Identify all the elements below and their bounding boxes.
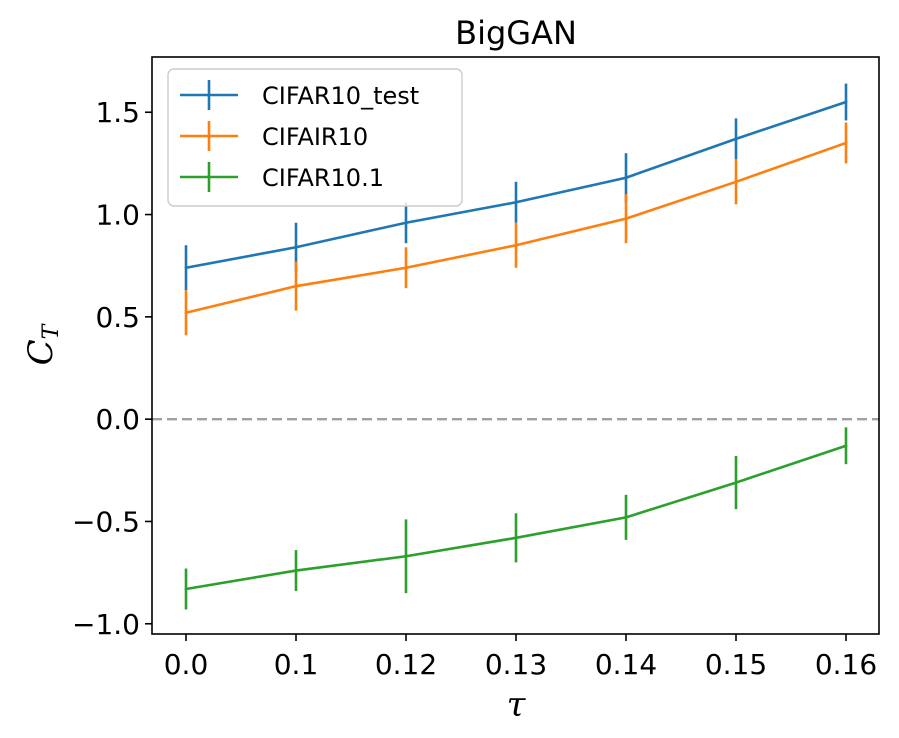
data-point-2-0 [184,587,188,591]
x-tick-label-3: 0.13 [485,648,547,681]
x-axis-ticks: 0.0 0.1 0.12 0.13 0.14 0.15 0.16 [164,634,877,681]
x-tick-label-1: 0.1 [274,648,319,681]
y-axis-ticks: −1.0 −0.5 0.0 0.5 1.0 1.5 [72,96,152,641]
y-axis-label: CT [21,322,64,365]
data-point-0-6 [844,100,848,104]
data-point-2-4 [624,515,628,519]
x-tick-label-0: 0.0 [164,648,209,681]
y-axis-label-main: C [21,339,61,365]
y-tick-label-5: 1.5 [95,96,140,129]
y-tick-label-3: 0.5 [95,301,140,334]
chart-title: BigGAN [455,14,577,52]
data-point-2-5 [734,481,738,484]
data-point-0-3 [514,200,518,204]
data-point-2-2 [404,554,408,558]
data-point-1-6 [844,141,848,145]
legend-label-0: CIFAR10_test [262,82,419,110]
data-point-1-4 [624,217,628,221]
x-axis-label: τ [507,685,527,725]
y-axis-label-subscript: T [39,322,64,339]
y-tick-label-2: 0.0 [95,403,140,436]
legend-label-1: CIFAIR10 [262,123,368,151]
y-tick-label-4: 1.0 [95,199,140,232]
svg-text:CT: CT [21,322,64,365]
data-point-0-1 [294,245,298,249]
data-point-0-4 [624,176,628,180]
data-point-2-6 [844,444,848,448]
data-point-0-0 [184,266,188,270]
x-tick-label-5: 0.15 [705,648,767,681]
data-point-1-5 [734,180,738,184]
data-point-0-5 [734,137,738,141]
x-tick-label-6: 0.16 [815,648,877,681]
x-tick-label-2: 0.12 [375,648,437,681]
data-point-2-1 [294,569,298,572]
data-point-2-3 [514,536,518,540]
data-point-1-2 [404,266,408,270]
legend-label-2: CIFAR10.1 [262,164,384,192]
legend-box [167,68,463,207]
data-point-1-3 [514,243,518,247]
y-tick-label-0: −1.0 [72,608,140,641]
data-point-1-0 [184,311,188,315]
data-point-0-2 [404,221,408,225]
x-tick-label-4: 0.14 [595,648,657,681]
data-point-1-1 [294,284,298,288]
legend: CIFAR10_test CIFAIR10 CIFAR10.1 [167,68,463,207]
plot-area [152,83,879,610]
y-tick-label-1: −0.5 [72,505,140,538]
